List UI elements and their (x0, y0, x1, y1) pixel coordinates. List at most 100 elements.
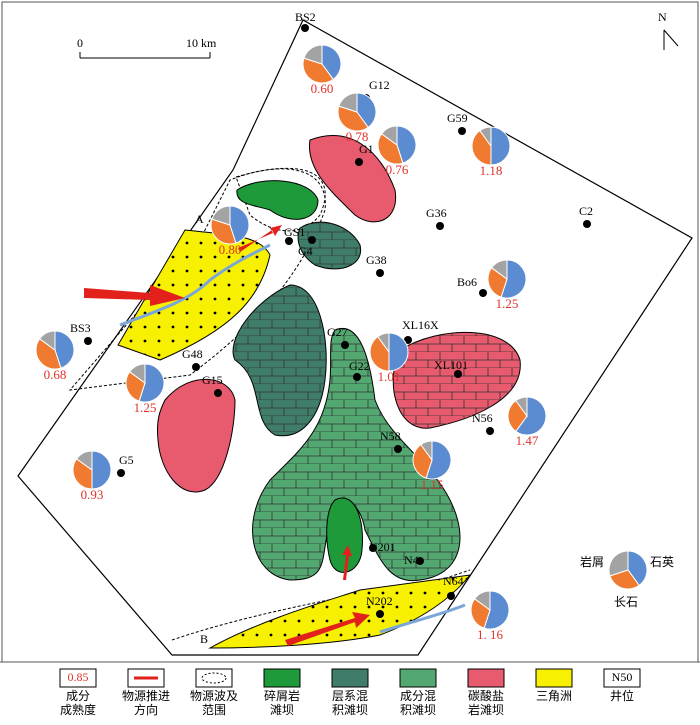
provenance-arrow (342, 545, 352, 580)
pie-slice (72, 458, 93, 490)
maturity-label: 1.18 (480, 163, 503, 178)
well (353, 373, 361, 381)
legend-label: 成分 (66, 689, 90, 703)
well-label: BS2 (295, 10, 316, 24)
legend-swatch (59, 668, 97, 688)
well (214, 389, 222, 397)
source-range (235, 167, 326, 232)
provenance-arrow (238, 225, 282, 252)
scale-end: 10 km (186, 36, 217, 50)
maturity-label: 0.76 (386, 162, 409, 177)
legend-label: 碳酸盐 (468, 688, 504, 703)
legend-label: 成熟度 (60, 702, 96, 717)
well (341, 341, 349, 349)
well-label: N201 (369, 540, 396, 554)
well (301, 24, 309, 32)
maturity-label: 1.15 (421, 477, 444, 492)
well-label: N58 (380, 429, 401, 443)
well (117, 469, 125, 477)
legend-label: 碎屑岩 (264, 688, 300, 703)
legend-label: 成分混 (400, 689, 436, 703)
well (416, 557, 424, 565)
well-label: G48 (182, 347, 203, 361)
pie-slice (302, 57, 334, 84)
compositional-mixed-pattern (252, 328, 460, 581)
legend-label: 积滩坝 (400, 703, 436, 717)
well-label: G59 (447, 111, 468, 125)
section-start: A (195, 212, 204, 226)
well-label: N64 (443, 574, 464, 588)
pie-slice (38, 330, 56, 351)
well (355, 158, 363, 166)
well-label: G15 (202, 373, 223, 387)
clastic-bar (236, 180, 319, 220)
maturity-label: 0.60 (311, 81, 334, 96)
well-label: G12 (369, 78, 390, 92)
well-label: N4 (404, 553, 419, 567)
pie-legend-label: 长石 (614, 595, 638, 609)
well (84, 337, 92, 345)
well (308, 236, 316, 244)
pie-legend-label: 岩屑 (580, 554, 604, 569)
legend-swatch (195, 668, 233, 688)
pie-slice (420, 440, 433, 462)
north-label: N (658, 10, 667, 24)
well-label: XL16X (402, 318, 439, 332)
scale-zero: 0 (77, 36, 83, 50)
channel (379, 603, 466, 634)
legend-range (201, 672, 227, 684)
well-label: G36 (426, 206, 447, 220)
pie-slice (377, 133, 404, 165)
pie-slice (490, 126, 511, 166)
pie-slice (35, 338, 62, 370)
pie-slice (490, 259, 508, 280)
study-boundary (17, 19, 693, 656)
pie-slice (396, 125, 417, 164)
section-end: B (200, 632, 208, 646)
legend-label: 层系混 (332, 689, 368, 703)
pie-slice (515, 396, 547, 436)
pie-slice (507, 399, 528, 433)
north-arrow (663, 29, 679, 50)
delta-pattern (118, 230, 270, 360)
pie-slice (125, 371, 146, 402)
carbonate-bar (309, 135, 397, 223)
pie-slice (609, 569, 640, 590)
well-label: G4 (298, 244, 313, 258)
legend-label: 物源推进 (122, 689, 170, 703)
maturity-label: 0.80 (219, 242, 242, 257)
maturity-label: 1. 16 (477, 627, 504, 642)
legend-swatch (603, 668, 641, 688)
well (369, 544, 377, 552)
legend-swatch (535, 668, 573, 688)
legend-label: 滩坝 (270, 703, 294, 717)
legend-label: 方向 (134, 702, 158, 717)
pie-slice (470, 598, 491, 629)
legend-swatch (467, 668, 505, 688)
pie-slice (75, 450, 93, 471)
legend-swatch (263, 668, 301, 688)
legend-label: 积滩坝 (332, 703, 368, 717)
well-label: BS3 (70, 321, 91, 335)
pie-slice (412, 443, 433, 479)
well (376, 269, 384, 277)
layered-mixed-pattern (298, 222, 361, 269)
carbonate-bar (157, 378, 236, 493)
pie-slice (473, 590, 491, 611)
pie-legend-label: 石英 (650, 555, 674, 569)
maturity-label: 1.01 (378, 369, 401, 384)
legend-label: 物源波及 (190, 689, 238, 703)
delta-pattern (210, 575, 470, 648)
pie-slice (487, 267, 508, 298)
pie-slice (91, 450, 112, 490)
well-label: G27 (327, 325, 348, 339)
well-label: G5 (119, 453, 134, 467)
well (454, 370, 462, 378)
well-label: Bo6 (457, 275, 477, 289)
source-range (68, 168, 326, 391)
pie-slice (54, 330, 75, 369)
pie-slice (471, 129, 492, 166)
well-label: N202 (366, 594, 393, 608)
legend-sample: N50 (612, 670, 633, 684)
pie-slice (377, 332, 390, 354)
